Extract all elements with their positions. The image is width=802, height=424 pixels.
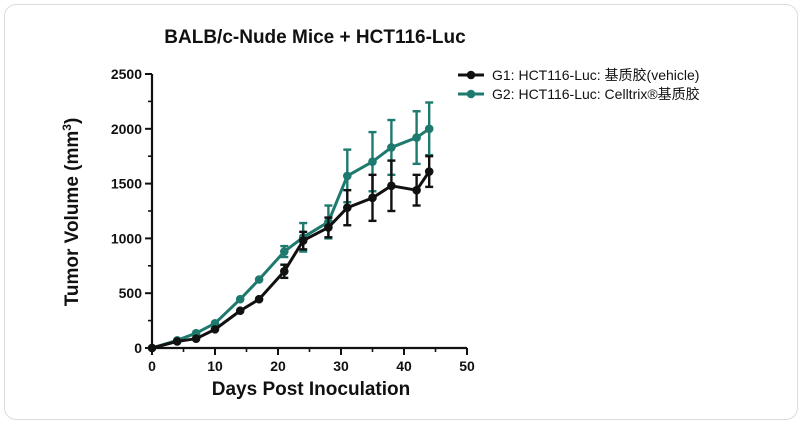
x-axis-label: Days Post Inoculation [212,379,410,400]
x-tick-label: 50 [459,358,475,374]
data-point [368,193,377,203]
y-tick-label: 1500 [111,176,142,192]
data-point [235,294,245,304]
legend-item-2: G2: HCT116-Luc: Celltrix®基质胶 [458,86,700,102]
data-point [424,124,434,134]
y-tick-label: 1000 [111,230,142,246]
chart-frame [4,4,798,420]
data-point [254,294,264,304]
data-point [210,325,220,334]
data-point [343,203,352,213]
data-point [191,334,201,343]
y-tick-label: 2000 [111,121,142,137]
data-point [387,143,396,152]
data-point [235,306,245,316]
y-tick-label: 2500 [111,66,142,82]
data-point [280,266,289,276]
x-tick-label: 20 [270,358,286,374]
chart-title: BALB/c-Nude Mice + HCT116-Luc [164,27,466,48]
series-line [151,170,431,350]
data-point [368,157,377,166]
legend-label: G2: HCT116-Luc: Celltrix®基质胶 [492,86,700,102]
data-point [343,171,352,181]
axes: 0 500 1000 1500 2000 2500 0 10 20 30 40 50 [111,66,475,374]
data-point [412,185,421,195]
series-1 [147,154,434,353]
data-point [280,247,289,256]
plot-area [147,101,434,353]
x-tick-label: 40 [396,358,412,374]
legend-marker [466,70,476,80]
data-point [387,181,396,191]
data-point [254,275,264,284]
legend-item-1: G1: HCT116-Luc: 基质胶(vehicle) [458,67,699,83]
legend-label: G1: HCT116-Luc: 基质胶(vehicle) [492,67,699,83]
x-tick-label: 10 [207,358,223,374]
y-axis-label: Tumor Volume (mm3) [60,118,83,307]
y-tick-label: 500 [119,285,143,301]
legend: G1: HCT116-Luc: 基质胶(vehicle) G2: HCT116-L… [458,67,700,102]
data-point [147,343,157,353]
data-point [424,167,434,176]
x-tick-label: 30 [333,358,349,374]
x-tick-label: 0 [148,358,156,374]
legend-marker [466,89,476,99]
y-tick-label: 0 [134,340,142,356]
series-2 [147,101,434,353]
data-point [412,133,421,142]
data-point [324,223,333,232]
data-point [172,337,182,346]
data-point [210,319,220,328]
data-point [298,236,308,245]
